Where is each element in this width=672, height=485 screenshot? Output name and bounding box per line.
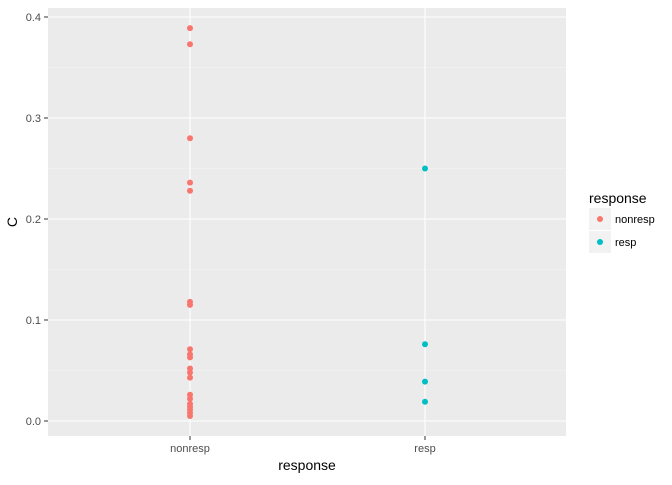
legend-keys: nonresp resp bbox=[589, 208, 655, 253]
data-point-nonresp bbox=[187, 25, 193, 32]
data-point-resp bbox=[422, 165, 428, 172]
data-point-resp bbox=[422, 378, 428, 385]
data-point-nonresp bbox=[187, 395, 193, 402]
y-tick-label: 0.2 bbox=[26, 214, 41, 226]
y-axis: 0.0 0.1 0.2 0.3 0.4 bbox=[26, 12, 48, 428]
data-point-nonresp bbox=[187, 187, 193, 194]
data-point-resp bbox=[422, 341, 428, 348]
y-tick-label: 0.4 bbox=[26, 12, 41, 24]
y-axis-title: C bbox=[4, 217, 20, 227]
data-point-nonresp bbox=[187, 346, 193, 353]
x-axis: nonresp resp bbox=[170, 436, 436, 455]
data-point-nonresp bbox=[187, 301, 193, 308]
legend-key-point-resp bbox=[597, 239, 603, 245]
data-point-nonresp bbox=[187, 412, 193, 419]
legend: response nonresp resp bbox=[589, 190, 655, 253]
data-point-nonresp bbox=[187, 369, 193, 376]
data-point-nonresp bbox=[187, 41, 193, 48]
y-tick-label: 0.0 bbox=[26, 416, 41, 428]
panel-background bbox=[48, 8, 566, 436]
data-point-nonresp bbox=[187, 374, 193, 381]
y-tick-label: 0.1 bbox=[26, 315, 41, 327]
data-point-resp bbox=[422, 398, 428, 405]
legend-title: response bbox=[589, 190, 647, 206]
legend-key-point-nonresp bbox=[597, 216, 603, 222]
data-point-nonresp bbox=[187, 354, 193, 361]
y-tick-label: 0.3 bbox=[26, 113, 41, 125]
x-tick-label: resp bbox=[414, 443, 435, 455]
x-tick-label: nonresp bbox=[170, 443, 210, 455]
data-point-nonresp bbox=[187, 135, 193, 142]
legend-label-resp: resp bbox=[615, 237, 636, 249]
x-axis-title: response bbox=[278, 457, 336, 473]
legend-label-nonresp: nonresp bbox=[615, 214, 655, 226]
grid-lines bbox=[48, 8, 566, 436]
data-points bbox=[187, 25, 428, 419]
data-point-nonresp bbox=[187, 179, 193, 186]
